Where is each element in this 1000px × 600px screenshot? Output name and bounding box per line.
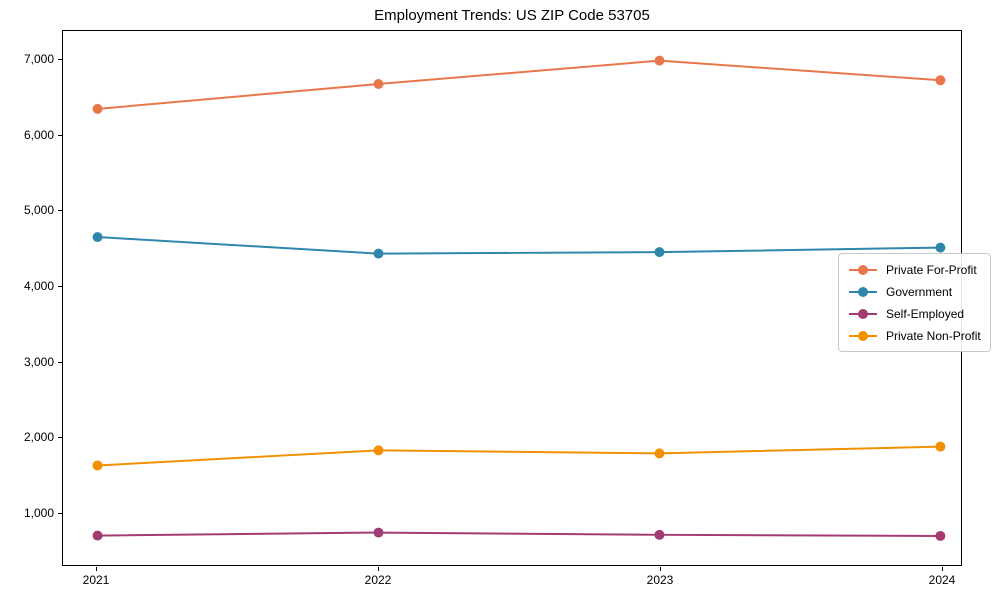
legend-line-marker-icon [849,264,877,275]
x-tick-mark [942,567,943,571]
data-point-marker [935,75,946,86]
y-tick-mark [58,361,62,363]
series-line [97,236,941,255]
data-point-marker [654,448,665,459]
x-tick-label: 2023 [646,573,674,587]
series-self-employed [92,527,946,541]
legend-line-marker-icon [849,308,877,319]
legend-item: Government [848,282,981,301]
data-point-marker [92,460,103,471]
data-point-marker [654,247,665,258]
legend-line-marker-icon [849,330,877,341]
y-tick-label: 6,000 [23,127,54,142]
y-tick-label: 3,000 [23,354,54,369]
legend-label: Private Non-Profit [886,328,981,343]
data-point-marker [92,103,103,114]
x-tick-mark [96,567,97,571]
legend-item: Private For-Profit [848,260,981,279]
y-tick-mark [58,134,62,136]
chart-title: Employment Trends: US ZIP Code 53705 [374,7,650,24]
series-government [92,232,946,259]
legend-line-marker-icon [849,286,877,297]
data-point-marker [92,530,103,541]
data-point-marker [92,232,103,243]
y-tick-label: 1,000 [23,506,54,520]
legend-item: Private Non-Profit [848,326,981,345]
series-line [97,531,941,537]
series-private-non-profit [92,441,946,471]
y-tick-mark [58,286,62,287]
y-tick-label: 4,000 [23,279,54,293]
y-tick-mark [58,437,62,439]
data-point-marker [373,445,384,456]
series-line [97,59,941,110]
y-tick-mark [58,59,62,60]
series-line [97,445,941,467]
data-point-marker [373,248,384,259]
x-tick-mark [378,567,379,571]
x-tick-label: 2024 [928,573,956,587]
data-point-marker [373,79,384,89]
plot-svg [92,55,946,541]
x-tick-label: 2022 [364,573,392,587]
y-tick-label: 2,000 [23,430,54,445]
data-point-marker [654,529,665,540]
data-point-marker [654,55,665,66]
legend-label: Government [886,284,953,299]
x-tick-label: 2021 [82,573,110,587]
y-tick-label: 7,000 [23,52,54,66]
y-tick-mark [58,513,62,514]
data-point-marker [373,527,384,538]
data-point-marker [935,530,946,541]
plot-area [62,30,962,566]
legend-item: Self-Employed [848,304,981,323]
data-point-marker [935,242,946,253]
legend-label: Private For-Profit [886,262,977,277]
data-point-marker [935,441,946,452]
x-tick-mark [660,567,661,571]
y-tick-label: 5,000 [23,203,54,218]
legend-label: Self-Employed [886,306,965,321]
series-private-for-profit [92,55,946,114]
y-tick-mark [58,210,62,212]
legend: Private For-Profit Government Self-Employe… [838,253,991,352]
